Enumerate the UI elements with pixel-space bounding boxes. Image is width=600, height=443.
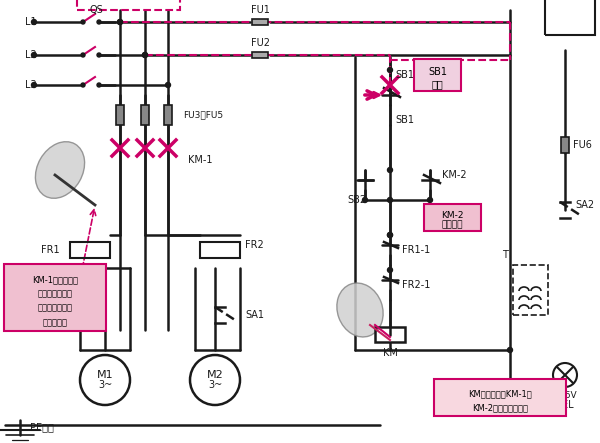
Text: L1: L1 — [25, 17, 37, 27]
Circle shape — [81, 20, 85, 24]
Text: 复位断开: 复位断开 — [442, 221, 463, 229]
Text: KM: KM — [383, 348, 397, 358]
Circle shape — [143, 53, 148, 58]
Text: EL: EL — [562, 400, 574, 410]
Text: FR2-1: FR2-1 — [402, 280, 430, 290]
Circle shape — [32, 19, 37, 24]
Text: KM-2: KM-2 — [442, 170, 467, 180]
Text: 切断电动机的供: 切断电动机的供 — [37, 289, 73, 299]
Text: FR1: FR1 — [41, 245, 60, 255]
FancyBboxPatch shape — [4, 264, 106, 331]
Circle shape — [388, 268, 392, 272]
Bar — [77, 0, 180, 10]
Text: FU1: FU1 — [251, 5, 269, 15]
Circle shape — [97, 83, 101, 87]
Bar — [141, 105, 149, 125]
Bar — [252, 52, 268, 58]
Text: SB1: SB1 — [395, 70, 415, 80]
Bar — [164, 105, 172, 125]
Text: 36V: 36V — [559, 390, 577, 400]
Circle shape — [388, 233, 392, 237]
Circle shape — [118, 19, 122, 24]
Bar — [116, 105, 124, 125]
Circle shape — [388, 233, 392, 237]
Text: 3~: 3~ — [98, 380, 112, 390]
Text: SB1: SB1 — [428, 67, 447, 77]
Circle shape — [81, 83, 85, 87]
Text: KM-1复位断开，: KM-1复位断开， — [32, 275, 78, 284]
Text: L3: L3 — [25, 80, 37, 90]
Text: M2: M2 — [206, 370, 223, 380]
Circle shape — [97, 20, 101, 24]
Text: SA2: SA2 — [575, 200, 594, 210]
Circle shape — [166, 82, 170, 88]
Bar — [513, 265, 548, 315]
Text: T: T — [502, 250, 508, 260]
Circle shape — [388, 67, 392, 73]
FancyBboxPatch shape — [414, 59, 461, 91]
Text: SA1: SA1 — [245, 310, 264, 320]
Circle shape — [143, 53, 148, 58]
Text: QS: QS — [90, 5, 104, 15]
Circle shape — [362, 198, 367, 202]
Bar — [70, 242, 110, 258]
Circle shape — [388, 167, 392, 172]
Text: KM-1: KM-1 — [188, 155, 212, 165]
FancyBboxPatch shape — [434, 379, 566, 416]
Circle shape — [81, 53, 85, 57]
FancyBboxPatch shape — [424, 204, 481, 231]
Ellipse shape — [337, 283, 383, 337]
Bar — [545, 0, 595, 35]
Text: KM-2: KM-2 — [441, 210, 464, 219]
Bar — [561, 137, 569, 153]
Circle shape — [388, 198, 392, 202]
Text: PE接地: PE接地 — [30, 422, 54, 432]
Text: KM-2触点相应动作。: KM-2触点相应动作。 — [472, 404, 528, 412]
Bar — [375, 327, 405, 342]
Text: 断开: 断开 — [431, 79, 443, 89]
Text: FR1-1: FR1-1 — [402, 245, 430, 255]
Circle shape — [97, 53, 101, 57]
Circle shape — [427, 198, 433, 202]
Circle shape — [32, 82, 37, 88]
Text: M1: M1 — [97, 370, 113, 380]
Text: FU6: FU6 — [573, 140, 592, 150]
Text: FR2: FR2 — [245, 240, 264, 250]
Text: 停止运转。: 停止运转。 — [43, 318, 67, 327]
Text: SB1: SB1 — [395, 115, 414, 125]
Text: FU3～FU5: FU3～FU5 — [183, 110, 223, 120]
Bar — [200, 242, 240, 258]
Text: KM线圈失电，KM-1、: KM线圈失电，KM-1、 — [468, 389, 532, 399]
Circle shape — [118, 19, 122, 24]
Text: 电电源，电动机: 电电源，电动机 — [37, 304, 73, 313]
Circle shape — [508, 347, 512, 353]
Bar — [252, 19, 268, 25]
Text: SB2: SB2 — [347, 195, 366, 205]
Text: 3~: 3~ — [208, 380, 222, 390]
Text: FU2: FU2 — [251, 38, 269, 48]
Circle shape — [32, 53, 37, 58]
Text: L2: L2 — [25, 50, 37, 60]
Ellipse shape — [35, 142, 85, 198]
